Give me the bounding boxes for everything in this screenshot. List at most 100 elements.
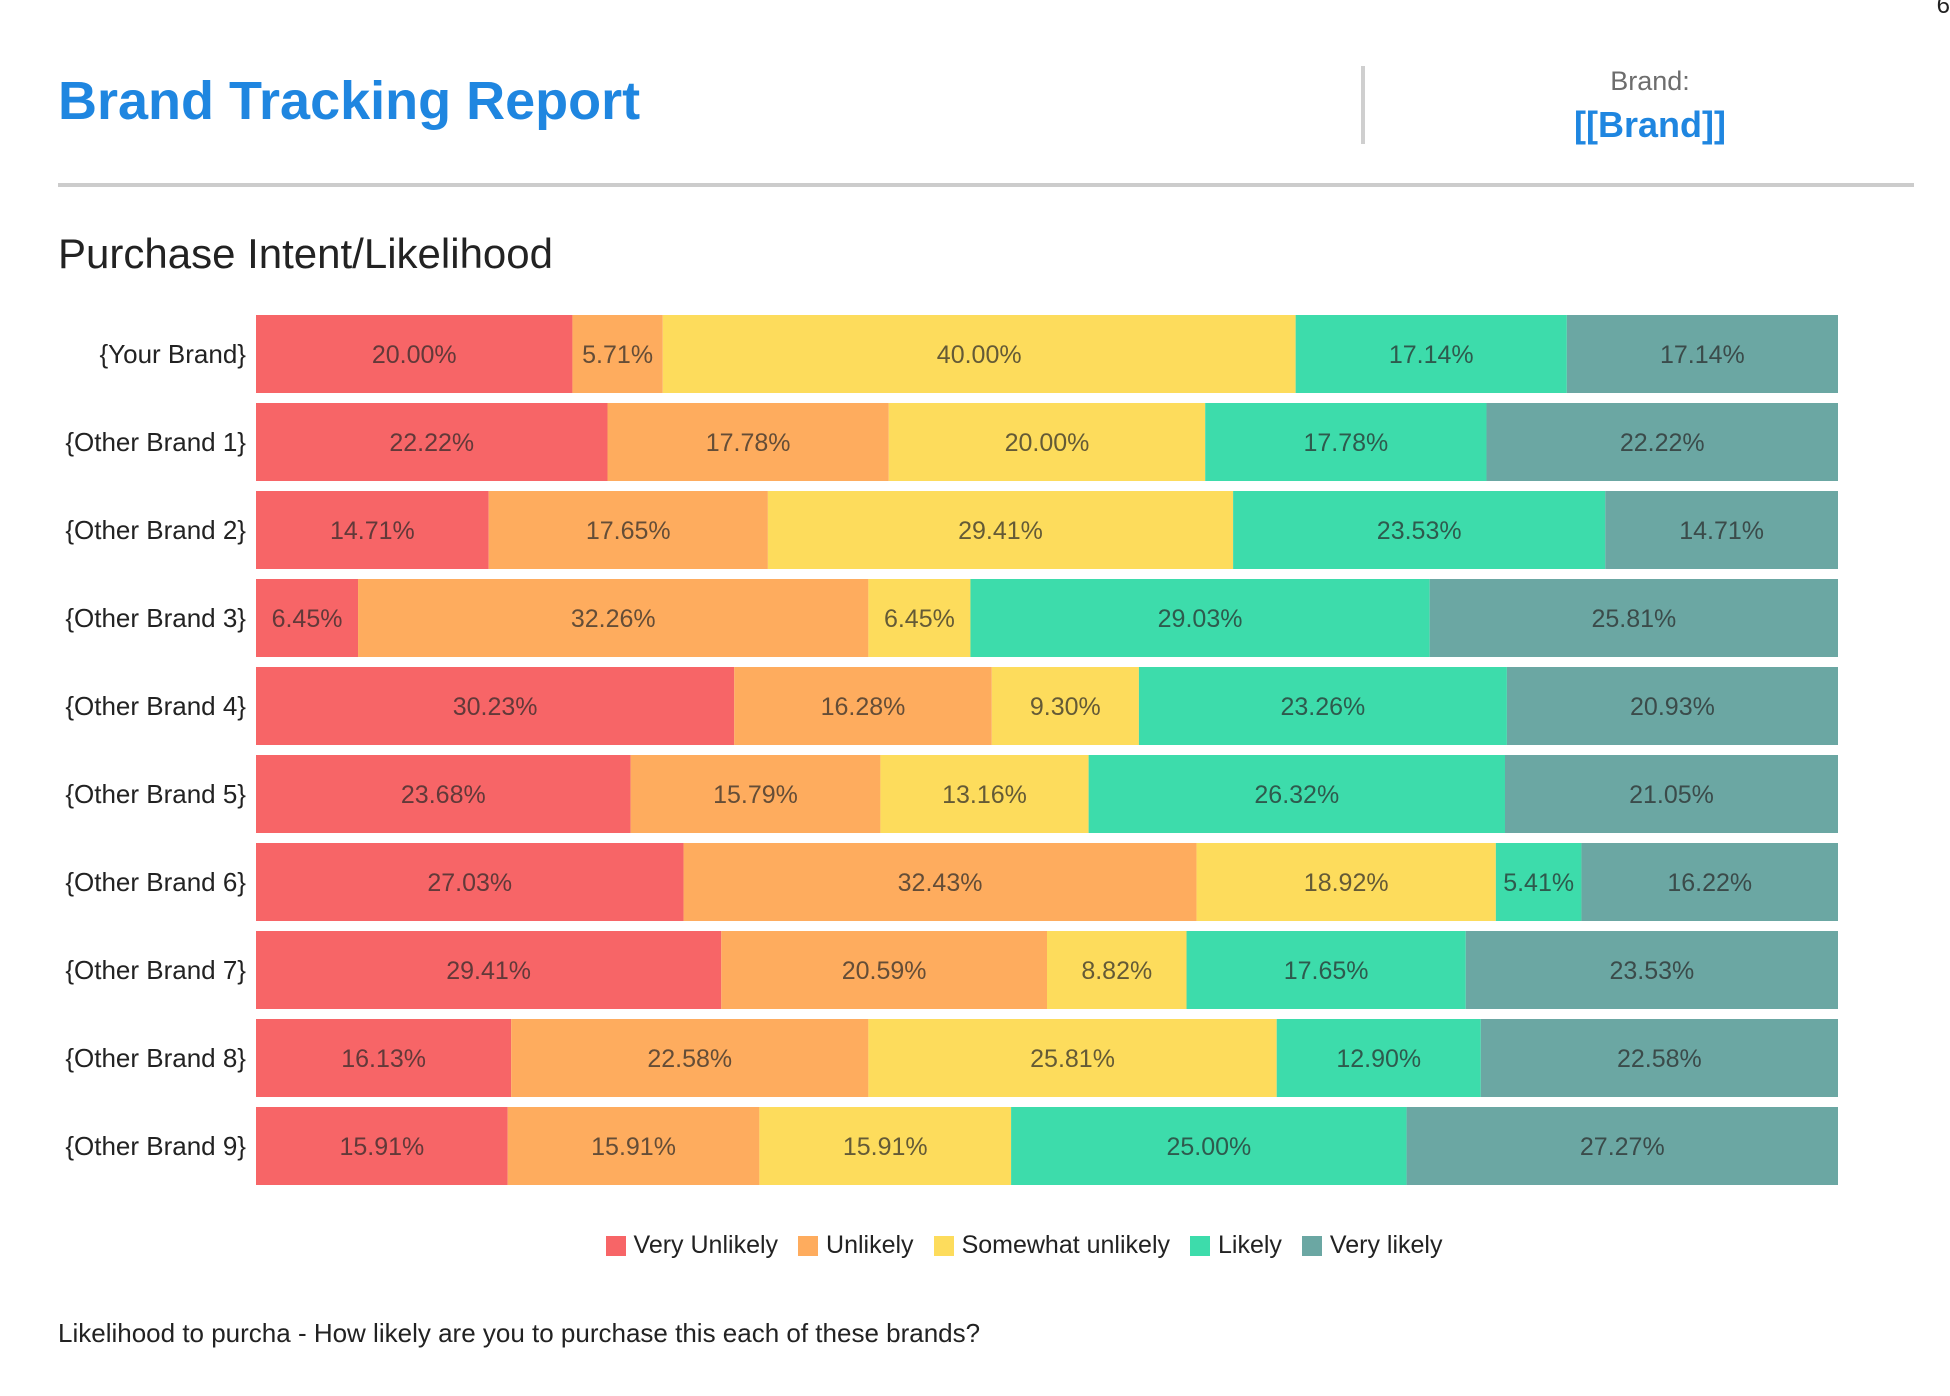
bar-segment[interactable] [1480,1019,1838,1097]
bar-segment[interactable] [1011,1107,1407,1185]
bar-segment[interactable] [1233,491,1606,569]
data-label: 5.41% [1503,869,1574,897]
data-label: 20.00% [1005,429,1090,457]
data-label: 14.71% [330,517,415,545]
bar-segment[interactable] [256,1019,512,1097]
bar-segment[interactable] [1495,843,1582,921]
bar-segment[interactable] [630,755,881,833]
legend-item[interactable]: Very likely [1301,1231,1443,1260]
bar-segment[interactable] [1047,931,1187,1009]
bar-segment[interactable] [683,843,1197,921]
bar-segment[interactable] [1295,315,1567,393]
data-label: 22.58% [1617,1045,1702,1073]
bar-segment[interactable] [662,315,1296,393]
bar-segment[interactable] [1504,755,1838,833]
data-label: 14.71% [1679,517,1764,545]
legend-item[interactable]: Unlikely [798,1231,914,1260]
data-label: 23.26% [1281,693,1366,721]
bar-segment[interactable] [256,403,608,481]
data-label: 9.30% [1030,693,1101,721]
data-label: 22.58% [647,1045,732,1073]
bar-segment[interactable] [767,491,1234,569]
category-label: {Your Brand} [99,339,246,369]
bar-segment[interactable] [256,667,735,745]
bar-segment[interactable] [1196,843,1496,921]
bar-segment[interactable] [1566,315,1838,393]
data-label: 20.59% [842,957,927,985]
bar-segment[interactable] [868,1019,1277,1097]
data-label: 23.53% [1377,517,1462,545]
bar-segment[interactable] [488,491,768,569]
data-label: 23.68% [401,781,486,809]
bar-segment[interactable] [1205,403,1487,481]
data-label: 15.91% [339,1133,424,1161]
data-label: 32.26% [571,605,656,633]
data-label: 16.13% [341,1045,426,1073]
header-rule [58,183,1914,187]
data-label: 40.00% [937,341,1022,369]
bar-segment[interactable] [970,579,1430,657]
bar-segment[interactable] [1486,403,1838,481]
legend-item[interactable]: Likely [1190,1231,1282,1260]
bar-segment[interactable] [991,667,1139,745]
bar-segment[interactable] [256,1107,508,1185]
data-label: 6.45% [884,605,955,633]
category-label: {Other Brand 9} [65,1131,246,1161]
bar-segment[interactable] [1506,667,1838,745]
legend-label: Very likely [1329,1231,1443,1259]
bar-segment[interactable] [256,931,722,1009]
bar-segment[interactable] [511,1019,869,1097]
bar-segment[interactable] [1465,931,1838,1009]
data-label: 21.05% [1629,781,1714,809]
bar-segment[interactable] [1406,1107,1838,1185]
data-label: 15.91% [591,1133,676,1161]
bar-segment[interactable] [256,755,631,833]
bar-row: {Your Brand} 20.00% 5.71% 40.00% 17.14% 17.14… [99,315,1838,393]
bar-row: {Other Brand 2} 14.71% 17.65% 29.41% 23.53% 1… [65,491,1838,569]
data-label: 27.03% [427,869,512,897]
bar-segment[interactable] [759,1107,1012,1185]
bar-segment[interactable] [507,1107,760,1185]
bar-segment[interactable] [1138,667,1507,745]
bar-segment[interactable] [1186,931,1466,1009]
bar-segment[interactable] [256,843,684,921]
bar-segment[interactable] [1088,755,1505,833]
category-label: {Other Brand 8} [65,1043,246,1073]
bar-segment[interactable] [607,403,889,481]
data-label: 15.91% [843,1133,928,1161]
bar-segment[interactable] [868,579,971,657]
bar-segment[interactable] [256,491,489,569]
legend-label: Likely [1218,1231,1282,1259]
legend-swatch [605,1235,626,1256]
legend-item[interactable]: Somewhat unlikely [933,1231,1170,1260]
data-label: 16.22% [1667,869,1752,897]
category-label: {Other Brand 7} [65,955,246,985]
bar-row: {Other Brand 5} 23.68% 15.79% 13.16% 26.32% 2… [65,755,1838,833]
data-label: 29.03% [1158,605,1243,633]
data-label: 30.23% [453,693,538,721]
data-label: 22.22% [1620,429,1705,457]
bar-segment[interactable] [256,579,359,657]
data-label: 17.78% [706,429,791,457]
bar-segment[interactable] [888,403,1206,481]
category-label: {Other Brand 5} [65,779,246,809]
data-label: 17.65% [586,517,671,545]
bar-segment[interactable] [358,579,869,657]
bar-segment[interactable] [572,315,663,393]
bar-segment[interactable] [1605,491,1838,569]
category-label: {Other Brand 1} [65,427,246,457]
section-title: Purchase Intent/Likelihood [58,230,553,277]
legend-item[interactable]: Very Unlikely [605,1231,778,1260]
bar-segment[interactable] [734,667,992,745]
data-label: 32.43% [898,869,983,897]
data-label: 17.14% [1660,341,1745,369]
report-title: Brand Tracking Report [58,71,641,131]
bar-segment[interactable] [256,315,573,393]
bar-segment[interactable] [1276,1019,1481,1097]
bar-segment[interactable] [1581,843,1838,921]
brand-label: Brand: [1610,66,1690,96]
bar-segment[interactable] [1429,579,1838,657]
data-label: 17.65% [1284,957,1369,985]
bar-segment[interactable] [880,755,1089,833]
bar-segment[interactable] [721,931,1047,1009]
